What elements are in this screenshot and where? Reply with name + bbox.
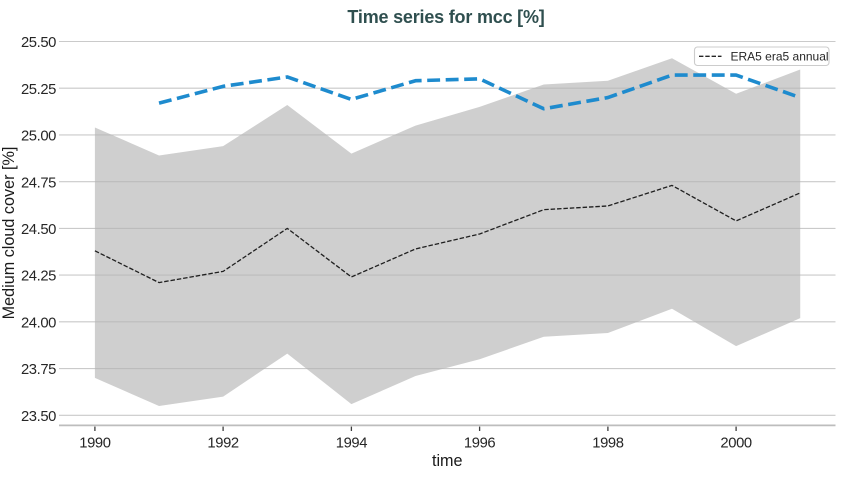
x-axis-label: time xyxy=(432,452,463,470)
legend-label: ERA5 era5 annual xyxy=(731,50,829,64)
x-tick-label: 2000 xyxy=(720,436,751,452)
x-tick-label: 1992 xyxy=(207,436,238,452)
y-tick-label: 24.25 xyxy=(21,269,56,285)
y-tick-label: 25.50 xyxy=(21,35,56,51)
y-tick-label: 24.50 xyxy=(21,222,56,238)
y-tick-label: 25.00 xyxy=(21,129,56,145)
chart-title: Time series for mcc [%] xyxy=(347,7,544,27)
y-axis-label: Medium cloud cover [%] xyxy=(0,147,18,320)
y-tick-label: 24.00 xyxy=(21,315,56,331)
min-max-band xyxy=(94,58,801,406)
y-tick-label: 24.75 xyxy=(21,175,56,191)
x-tick-label: 1996 xyxy=(464,436,495,452)
x-tick-label: 1994 xyxy=(336,436,367,452)
axes xyxy=(59,424,836,431)
legend-box xyxy=(693,46,830,67)
data-series xyxy=(94,73,801,284)
gridlines-over-band xyxy=(59,40,836,416)
band-area xyxy=(94,58,801,406)
x-tick-label: 1990 xyxy=(79,436,110,452)
mean-line xyxy=(94,184,801,284)
annual-line xyxy=(158,73,801,111)
y-tick-label: 25.25 xyxy=(21,82,56,98)
y-tick-label: 23.50 xyxy=(21,409,56,425)
y-tick-label: 23.75 xyxy=(21,362,56,378)
legend: ERA5 era5 annual xyxy=(693,46,830,67)
tick-labels: 23.50 23.75 24.00 24.25 24.50 24.75 25.00 25.25… xyxy=(21,35,752,451)
x-tick-label: 1998 xyxy=(592,436,623,452)
